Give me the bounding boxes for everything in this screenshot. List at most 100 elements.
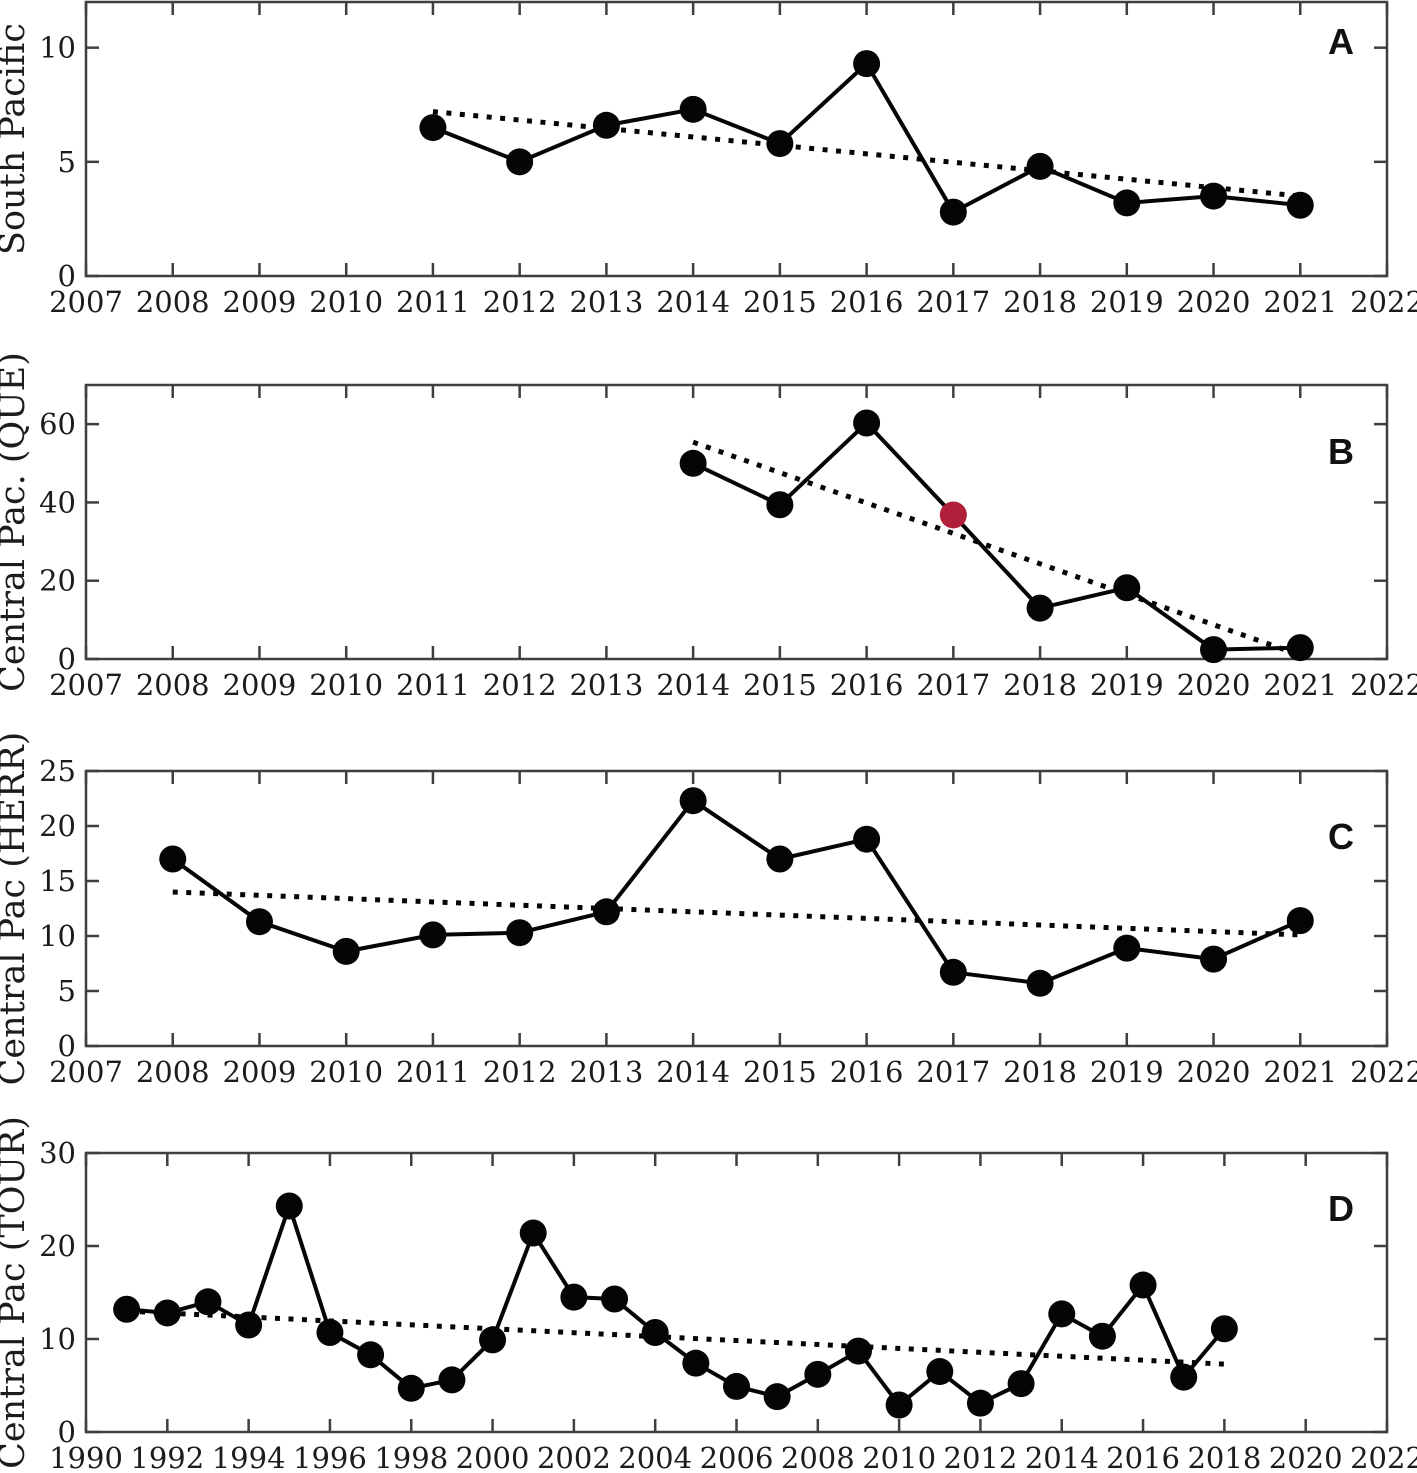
x-tick-label: 2022 — [1350, 1055, 1417, 1089]
data-point — [506, 919, 534, 947]
data-point — [1200, 182, 1228, 210]
data-point — [766, 845, 794, 873]
y-tick-label: 10 — [39, 919, 76, 953]
x-tick-label: 2000 — [456, 1441, 530, 1473]
data-point — [235, 1311, 263, 1339]
data-series-line — [432, 61, 1301, 215]
data-point — [1113, 574, 1141, 602]
data-point — [1200, 945, 1228, 973]
data-point — [1026, 969, 1054, 997]
data-point — [159, 845, 187, 873]
x-tick-label: 2020 — [1177, 668, 1251, 702]
data-point — [1048, 1300, 1076, 1328]
x-tick-label: 2007 — [49, 1055, 123, 1089]
x-tick-label: 2011 — [396, 1055, 470, 1089]
data-point — [1088, 1322, 1116, 1350]
panel-letter: A — [1328, 21, 1354, 62]
x-tick-label: 2009 — [223, 668, 297, 702]
y-tick-label: 0 — [58, 1415, 76, 1449]
x-tick-label: 2010 — [309, 668, 383, 702]
data-point — [560, 1283, 588, 1311]
x-tick-label: 1996 — [293, 1441, 367, 1473]
data-point — [844, 1337, 872, 1365]
y-axis-label: Central Pac (TOUR) — [0, 1116, 33, 1469]
x-tick-label: 2008 — [136, 1055, 210, 1089]
data-point — [419, 114, 447, 142]
data-point — [1129, 1271, 1157, 1299]
data-point — [679, 95, 707, 123]
data-point — [926, 1358, 954, 1386]
x-tick-label: 2010 — [309, 285, 383, 319]
x-tick-label: 1992 — [130, 1441, 204, 1473]
data-point — [885, 1391, 913, 1419]
data-point — [939, 958, 967, 986]
panel-a-chart: 2007 2008 2009 2010 2011 2012 2013 2014 2015 2016… — [0, 0, 1417, 319]
x-tick-label: 2021 — [1263, 285, 1337, 319]
x-tick-label: 2007 — [49, 285, 123, 319]
data-point — [506, 148, 534, 176]
data-point — [245, 908, 273, 936]
data-point — [1026, 594, 1054, 622]
panel-b-chart: 2007 2008 2009 2010 2011 2012 2013 2014 2015 2016… — [0, 352, 1417, 702]
data-point — [519, 1219, 547, 1247]
y-tick-label: 0 — [58, 1029, 76, 1063]
x-tick-label: 2020 — [1177, 1055, 1251, 1089]
x-tick-label: 2007 — [49, 668, 123, 702]
trend-line — [172, 889, 1301, 938]
data-point — [641, 1318, 669, 1346]
y-axis-label: Central Pac. (QUE) — [0, 352, 33, 692]
data-point — [1210, 1315, 1238, 1343]
data-point — [332, 937, 360, 965]
plot-box — [84, 383, 1389, 661]
trend-line — [432, 109, 1301, 199]
x-tick-label: 2015 — [743, 1055, 817, 1089]
data-point — [939, 198, 967, 226]
data-point — [357, 1341, 385, 1369]
data-point — [397, 1374, 425, 1402]
panel-letter: B — [1328, 431, 1354, 472]
x-tick-label: 2022 — [1350, 1441, 1417, 1473]
data-point — [592, 898, 620, 926]
data-series-line — [692, 420, 1301, 652]
y-axis-label: Central Pac (HERR) — [0, 732, 33, 1085]
x-tick-label: 2015 — [743, 668, 817, 702]
data-point — [763, 1383, 791, 1411]
plot-box — [84, 769, 1389, 1048]
data-point — [853, 825, 881, 853]
x-tick-label: 2016 — [1106, 1441, 1180, 1473]
x-tick-label: 2018 — [1187, 1441, 1261, 1473]
x-tick-label: 2014 — [656, 285, 730, 319]
y-tick-label: 20 — [39, 809, 76, 843]
x-tick-label: 2009 — [223, 285, 297, 319]
data-point — [1200, 636, 1228, 664]
panel-c-chart: 2007 2008 2009 2010 2011 2012 2013 2014 2015 2016… — [0, 732, 1417, 1089]
data-series-line — [126, 1204, 1226, 1408]
x-tick-label: 1990 — [49, 1441, 123, 1473]
data-point — [113, 1295, 141, 1323]
trend-line — [692, 439, 1302, 658]
data-point — [1286, 907, 1314, 935]
y-tick-label: 10 — [39, 1322, 76, 1356]
data-point — [766, 130, 794, 158]
y-tick-label: 25 — [39, 754, 76, 788]
x-tick-label: 2011 — [396, 668, 470, 702]
x-tick-label: 2016 — [830, 1055, 904, 1089]
x-tick-label: 2012 — [483, 1055, 557, 1089]
data-point — [479, 1326, 507, 1354]
data-point — [1007, 1370, 1035, 1398]
x-tick-label: 2013 — [569, 285, 643, 319]
data-point — [316, 1318, 344, 1346]
x-tick-label: 2017 — [916, 668, 990, 702]
y-tick-label: 0 — [58, 642, 76, 676]
data-point — [682, 1349, 710, 1377]
y-tick-label: 30 — [39, 1136, 76, 1170]
y-tick-label: 40 — [39, 485, 76, 519]
data-point — [679, 787, 707, 815]
y-axis-label: South Pacific — [0, 23, 33, 255]
plot-box — [84, 0, 1389, 278]
x-tick-label: 2010 — [309, 1055, 383, 1089]
data-point — [194, 1288, 222, 1316]
x-tick-label: 2016 — [830, 668, 904, 702]
data-point — [1286, 191, 1314, 219]
